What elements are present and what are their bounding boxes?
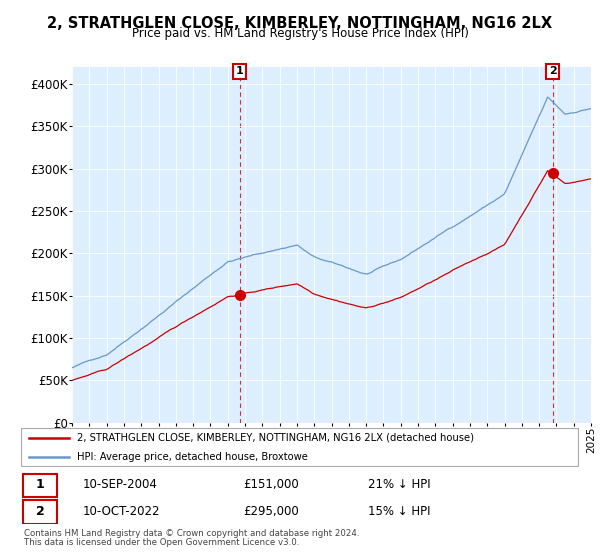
Text: 10-SEP-2004: 10-SEP-2004: [83, 478, 158, 491]
Text: 15% ↓ HPI: 15% ↓ HPI: [368, 505, 430, 518]
FancyBboxPatch shape: [21, 428, 578, 466]
Text: 21% ↓ HPI: 21% ↓ HPI: [368, 478, 430, 491]
Text: 2: 2: [35, 505, 44, 518]
Text: 2, STRATHGLEN CLOSE, KIMBERLEY, NOTTINGHAM, NG16 2LX (detached house): 2, STRATHGLEN CLOSE, KIMBERLEY, NOTTINGH…: [77, 433, 474, 443]
Text: £151,000: £151,000: [244, 478, 299, 491]
Text: Price paid vs. HM Land Registry's House Price Index (HPI): Price paid vs. HM Land Registry's House …: [131, 27, 469, 40]
Text: HPI: Average price, detached house, Broxtowe: HPI: Average price, detached house, Brox…: [77, 451, 308, 461]
Text: 10-OCT-2022: 10-OCT-2022: [83, 505, 160, 518]
FancyBboxPatch shape: [23, 500, 58, 524]
Text: This data is licensed under the Open Government Licence v3.0.: This data is licensed under the Open Gov…: [24, 538, 299, 547]
Text: 2: 2: [549, 67, 556, 76]
Text: 2, STRATHGLEN CLOSE, KIMBERLEY, NOTTINGHAM, NG16 2LX: 2, STRATHGLEN CLOSE, KIMBERLEY, NOTTINGH…: [47, 16, 553, 31]
Text: £295,000: £295,000: [244, 505, 299, 518]
Text: 1: 1: [35, 478, 44, 491]
Text: Contains HM Land Registry data © Crown copyright and database right 2024.: Contains HM Land Registry data © Crown c…: [24, 529, 359, 538]
Text: 1: 1: [236, 67, 244, 76]
FancyBboxPatch shape: [23, 474, 58, 497]
